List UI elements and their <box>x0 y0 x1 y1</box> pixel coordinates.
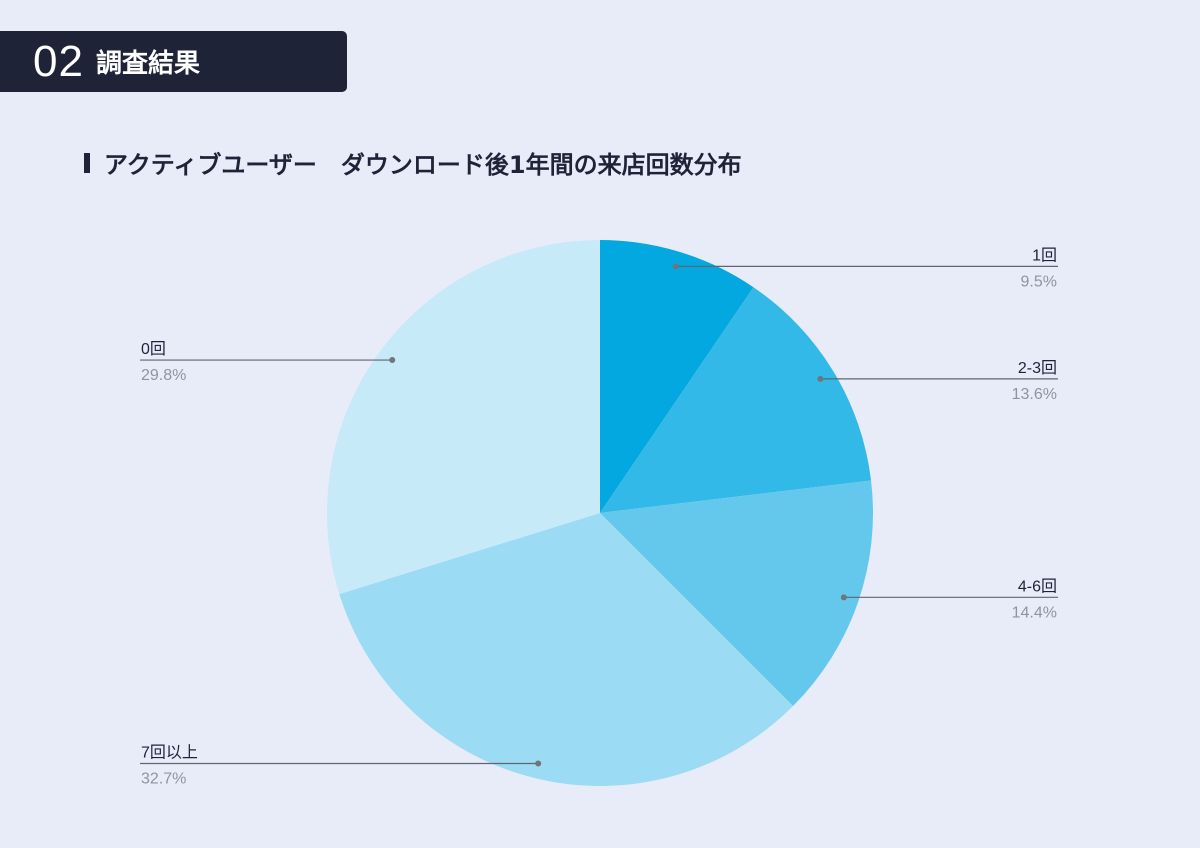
slice-label-1: 2-3回 <box>1018 360 1057 377</box>
slice-label-0: 1回 <box>1032 247 1057 264</box>
leader-dot-4 <box>389 357 396 364</box>
slice-label-2: 4-6回 <box>1018 578 1057 595</box>
chart-title-row: アクティブユーザー ダウンロード後1年間の来店回数分布 <box>84 145 742 180</box>
title-bar-marker <box>84 152 90 173</box>
slice-label-4: 0回 <box>141 341 166 358</box>
pie-slice-0 <box>600 240 754 513</box>
slice-label-3: 7回以上 <box>141 743 198 761</box>
pie-slice-2 <box>600 480 873 707</box>
leader-dot-2 <box>840 594 847 601</box>
leader-dot-1 <box>817 375 824 382</box>
slice-value-label-2: 14.4% <box>1012 604 1057 621</box>
pie-slice-4 <box>327 240 600 595</box>
leader-dot-3 <box>535 760 542 767</box>
slice-value-label-0: 9.5% <box>1021 273 1057 290</box>
section-title: 調査結果 <box>95 49 200 79</box>
slice-value-label-4: 29.8% <box>141 367 186 384</box>
section-number: 02 <box>33 36 84 86</box>
section-header: 02 調査結果 <box>0 31 347 92</box>
pie-slice-3 <box>339 513 794 787</box>
pie-slice-1 <box>600 287 872 513</box>
slice-value-label-1: 13.6% <box>1012 386 1057 403</box>
chart-title: アクティブユーザー ダウンロード後1年間の来店回数分布 <box>104 151 742 179</box>
leader-dot-0 <box>672 263 679 270</box>
slice-value-label-3: 32.7% <box>141 770 186 787</box>
